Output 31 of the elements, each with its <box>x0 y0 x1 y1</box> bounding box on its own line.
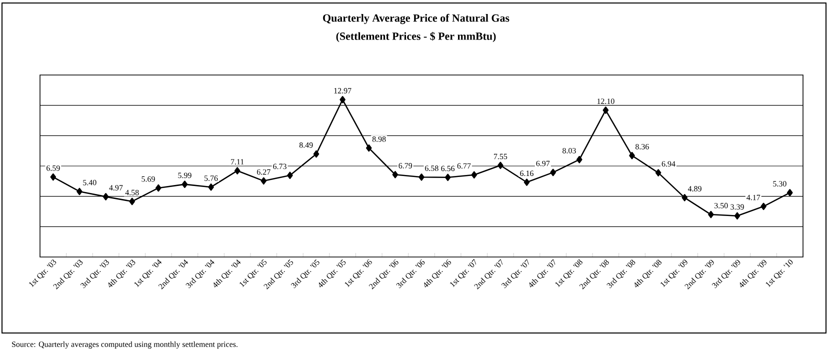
point <box>366 144 372 152</box>
point <box>786 189 793 196</box>
chart-subtitle: (Settlement Prices - $ Per mmBtu) <box>336 32 496 42</box>
point <box>602 106 609 114</box>
point <box>682 194 688 202</box>
point <box>287 172 293 179</box>
point <box>418 174 424 181</box>
point <box>655 169 662 176</box>
point <box>234 167 240 174</box>
point <box>313 150 320 158</box>
point <box>102 193 109 200</box>
point <box>708 210 714 218</box>
point <box>576 156 582 164</box>
point <box>76 188 82 196</box>
point <box>471 171 478 179</box>
point <box>208 183 214 191</box>
point <box>444 174 451 182</box>
point <box>760 202 766 210</box>
point <box>524 178 530 186</box>
point <box>629 152 635 160</box>
point <box>260 177 267 185</box>
point <box>392 170 398 178</box>
chart-title: Quarterly Average Price of Natural Gas <box>323 14 510 24</box>
point <box>340 96 346 104</box>
point <box>498 162 504 170</box>
point <box>156 184 162 192</box>
point <box>50 173 56 181</box>
point <box>550 168 556 176</box>
point <box>182 180 188 188</box>
point <box>734 212 740 220</box>
point <box>129 198 135 206</box>
